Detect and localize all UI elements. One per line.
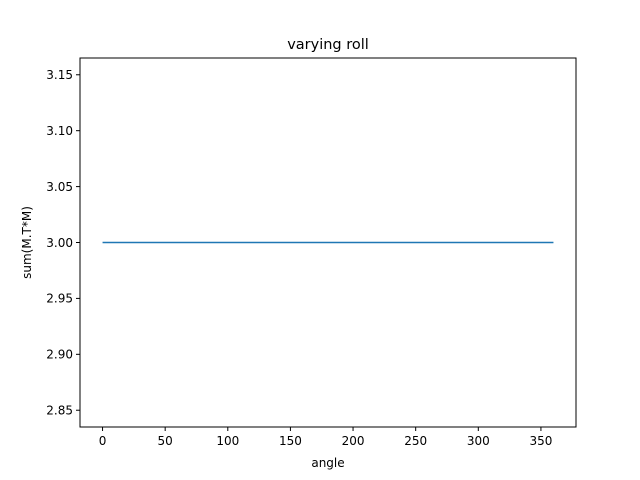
y-axis-label: sum(M.T*M) [20, 206, 34, 279]
y-tick-label: 3.10 [46, 124, 73, 138]
x-tick-label: 300 [467, 434, 490, 448]
chart-title: varying roll [287, 37, 369, 53]
x-tick-label: 150 [279, 434, 302, 448]
y-tick-label: 2.85 [46, 404, 73, 418]
ticks-layer: 0 50 100 150 200 250 300 350 2.85 2.90 2.95 3.00 3.0… [46, 68, 552, 448]
plot-frame [79, 57, 577, 428]
x-tick-label: 200 [342, 434, 365, 448]
y-tick-label: 3.00 [46, 236, 73, 250]
x-tick-label: 250 [404, 434, 427, 448]
x-tick-label: 50 [158, 434, 173, 448]
x-axis-label: angle [311, 456, 344, 470]
y-tick-label: 2.95 [46, 292, 73, 306]
x-tick-label: 350 [529, 434, 552, 448]
y-tick-label: 3.15 [46, 68, 73, 82]
x-tick-label: 0 [99, 434, 107, 448]
x-tick-label: 100 [216, 434, 239, 448]
y-tick-label: 3.05 [46, 180, 73, 194]
y-tick-label: 2.90 [46, 348, 73, 362]
